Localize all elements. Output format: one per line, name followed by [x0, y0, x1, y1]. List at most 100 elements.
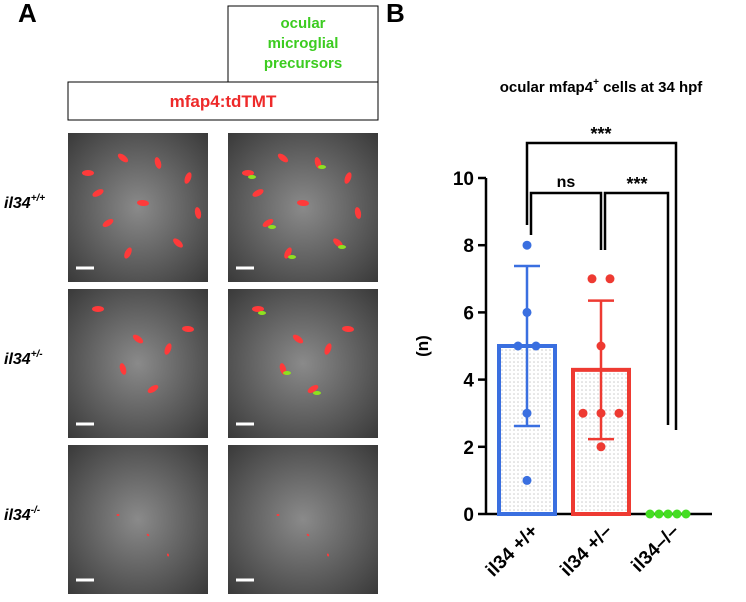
cell [276, 514, 280, 516]
cell [342, 325, 354, 333]
cell [92, 189, 104, 197]
box [227, 5, 379, 83]
data-point [531, 341, 541, 351]
cell [124, 247, 132, 259]
data-point [596, 341, 606, 351]
genotype: +/- [31, 349, 44, 360]
row-label: il34+/+ [4, 193, 45, 212]
box-text: microglial [268, 35, 339, 52]
x-tick-label: il34 +/+ [482, 521, 542, 581]
cell [354, 207, 362, 219]
y-axis-label: (n) [413, 335, 432, 357]
micrograph [228, 133, 378, 282]
box-text: ocular [280, 15, 325, 32]
cell [268, 225, 276, 229]
cell [258, 311, 266, 315]
cell [297, 199, 309, 207]
data-point [654, 509, 664, 519]
cell [252, 189, 264, 197]
data-point [522, 240, 532, 250]
significance-brackets [525, 141, 678, 430]
cell [119, 363, 127, 375]
panel-label: B [386, 0, 405, 28]
cell [137, 199, 149, 207]
gene: il34 [4, 507, 31, 524]
annotation: *** [590, 124, 611, 144]
x-tick-label: il34 +/– [556, 521, 616, 581]
cell [306, 533, 310, 537]
title: ocular mfap4 [500, 79, 594, 96]
data-point [522, 307, 532, 317]
micrographs: il34+/+il34+/-il34-/- [4, 133, 378, 594]
cell [92, 306, 104, 312]
x-tick-label: il34–/– [628, 521, 684, 577]
cell [313, 391, 321, 395]
title-sup: + [593, 77, 599, 88]
cell [184, 172, 192, 184]
cell [82, 170, 94, 176]
data-point [522, 475, 532, 485]
cell [326, 553, 330, 557]
box-text: precursors [264, 55, 342, 72]
data-point [596, 408, 606, 418]
micrograph [228, 289, 378, 438]
micrograph [68, 289, 208, 438]
cell [102, 218, 114, 228]
panel-label: A [18, 0, 37, 28]
cell [288, 255, 296, 259]
y-tick-label: 4 [463, 371, 474, 392]
cell [132, 334, 144, 344]
cell [338, 245, 346, 249]
genotype: -/- [31, 505, 41, 516]
y-tick-label: 10 [453, 169, 474, 190]
annotation: *** [626, 174, 647, 194]
cell [324, 343, 332, 355]
cell [344, 172, 352, 184]
cell [307, 384, 319, 394]
data-point [614, 408, 624, 418]
cell [166, 553, 170, 557]
data-point [596, 442, 606, 452]
cell [182, 325, 194, 333]
annotation: ns [557, 174, 576, 191]
data-point [578, 408, 588, 418]
data-point [605, 274, 615, 284]
cell [116, 514, 120, 516]
data-point [522, 408, 532, 418]
box [67, 81, 379, 121]
cell [242, 170, 254, 176]
cell [318, 165, 326, 169]
cell [147, 384, 159, 394]
data-point [645, 509, 655, 519]
data-point [663, 509, 673, 519]
y-tick-label: 6 [463, 303, 474, 324]
y-tick-label: 8 [463, 236, 474, 257]
gene: il34 [4, 351, 31, 368]
channel-label: mfap4:tdTMT [170, 92, 277, 111]
micrograph [68, 445, 208, 594]
row-label: il34+/- [4, 349, 43, 368]
chart-title: ocular mfap4+ cells at 34 hpf [500, 77, 704, 96]
gene: il34 [4, 195, 31, 212]
cell [262, 218, 274, 228]
micrograph [228, 445, 378, 594]
row-label: il34-/- [4, 505, 41, 524]
cell [252, 306, 264, 312]
micrograph [68, 133, 208, 282]
cell [292, 334, 304, 344]
y-tick-label: 0 [463, 505, 474, 526]
data-point [587, 274, 597, 284]
cell [146, 533, 150, 537]
data-point [681, 509, 691, 519]
cell [284, 247, 292, 259]
cell [164, 343, 172, 355]
y-tick-label: 2 [463, 438, 474, 459]
cell [248, 175, 256, 179]
cell [173, 238, 183, 248]
cell [154, 157, 162, 169]
title-rest: cells at 34 hpf [599, 79, 703, 96]
genotype: +/+ [31, 193, 46, 204]
cell [283, 371, 291, 375]
cell [277, 153, 289, 163]
